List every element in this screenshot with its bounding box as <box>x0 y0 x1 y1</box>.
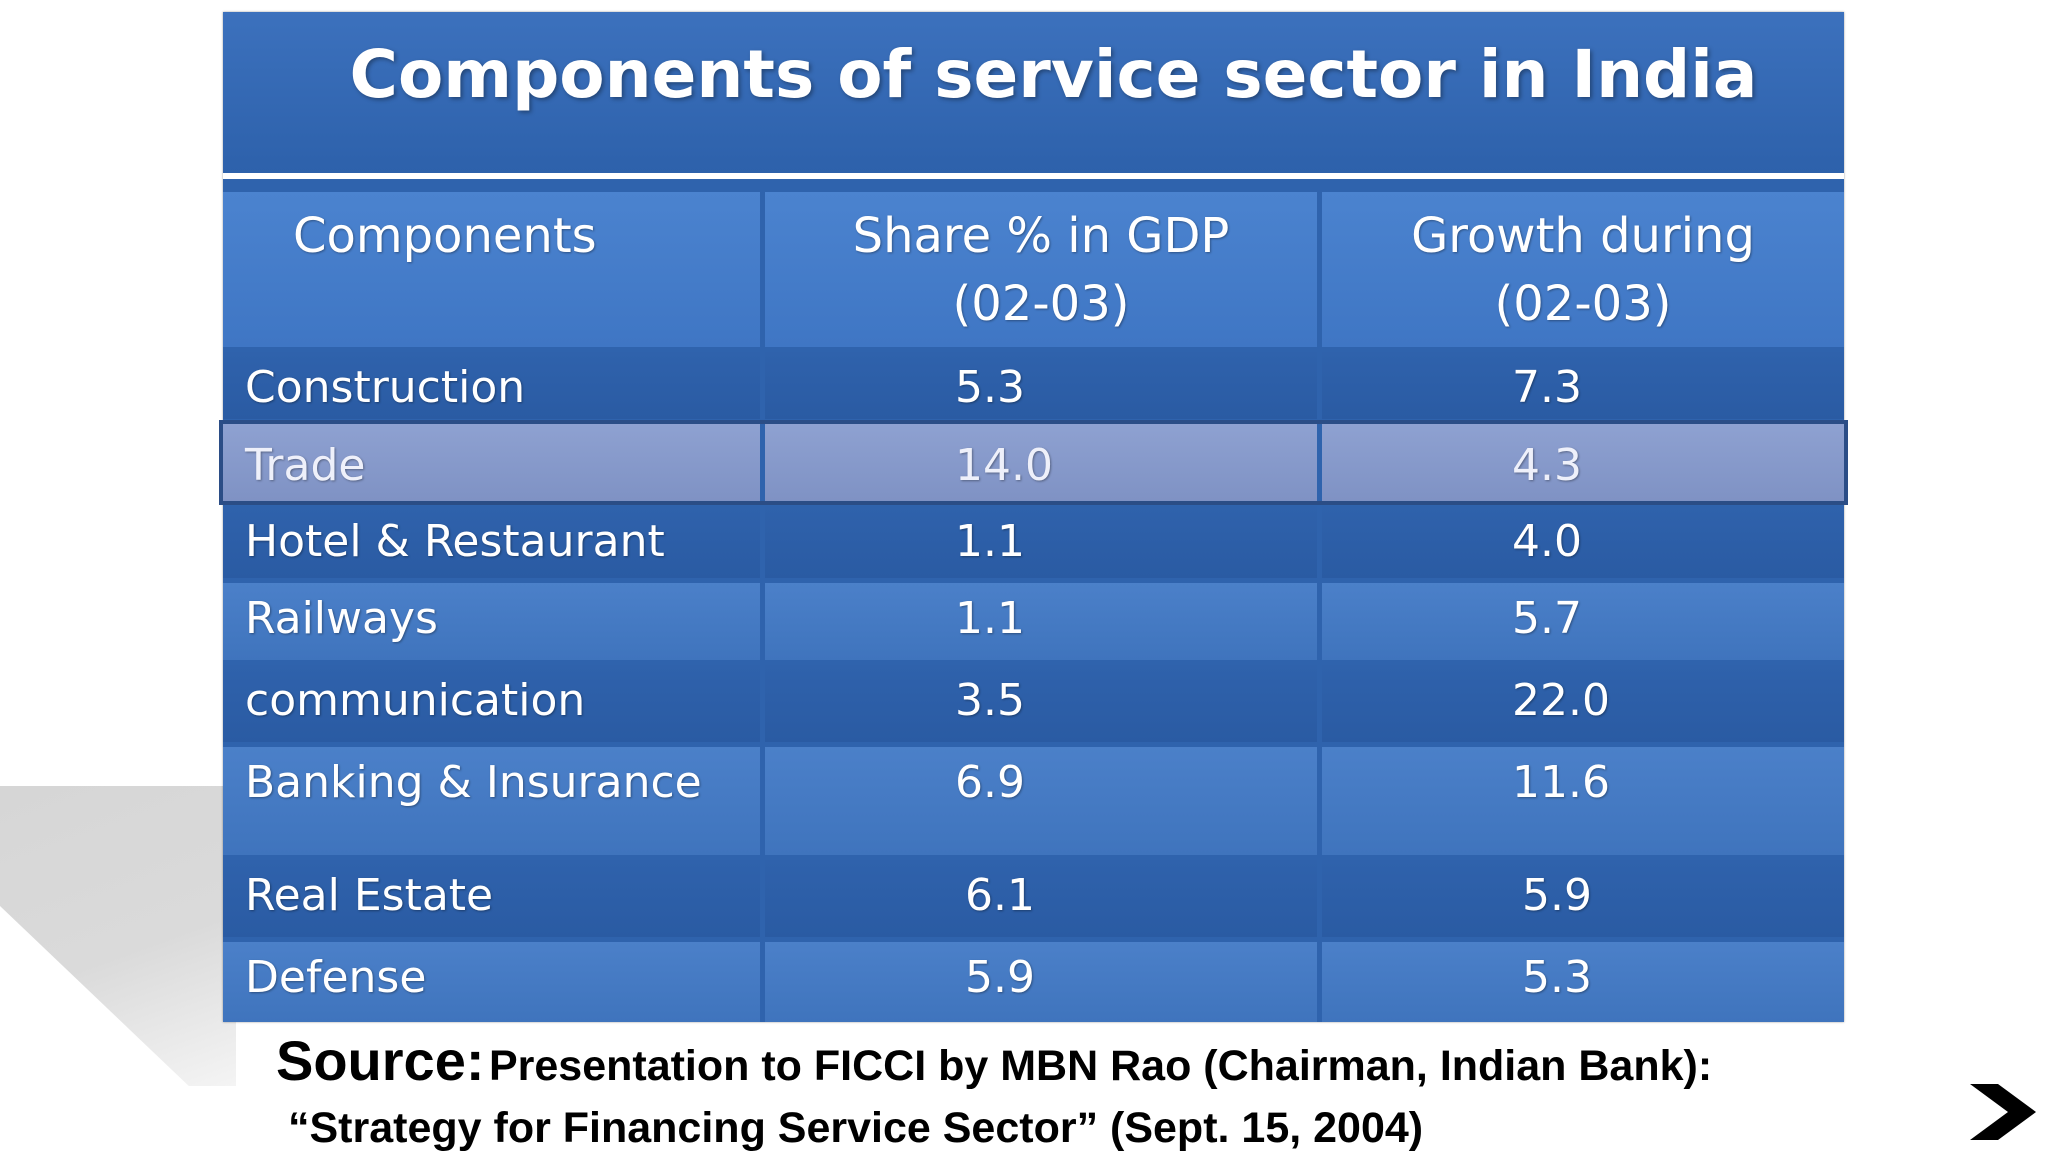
row-component: communication <box>223 665 760 742</box>
row-component: Railways <box>223 583 760 660</box>
row-component: Trade <box>223 424 760 501</box>
header-share: Share % in GDP (02-03) <box>765 192 1317 347</box>
table-row: Railways 1.1 5.7 <box>223 583 1844 660</box>
table-title: Components of service sector in India <box>223 12 1844 179</box>
table-row: Hotel & Restaurant 1.1 4.0 <box>223 506 1844 578</box>
table-row: Banking & Insurance 6.9 11.6 <box>223 747 1844 855</box>
row-component: Construction <box>223 352 760 419</box>
row-growth: 22.0 <box>1322 665 1844 742</box>
row-growth: 4.0 <box>1322 506 1844 578</box>
table-row-highlighted[interactable]: Trade 14.0 4.3 <box>219 420 1848 505</box>
row-share: 14.0 <box>765 424 1317 501</box>
row-growth: 5.7 <box>1322 583 1844 660</box>
table-row: Construction 5.3 7.3 <box>223 352 1844 419</box>
row-share: 1.1 <box>765 583 1317 660</box>
table-row: Real Estate 6.1 5.9 <box>223 860 1844 937</box>
row-growth: 5.9 <box>1322 860 1844 937</box>
source-line-1: Presentation to FICCI by MBN Rao (Chairm… <box>488 1042 1713 1090</box>
row-component: Defense <box>223 942 760 1022</box>
service-sector-table: Components of service sector in India Co… <box>219 12 1848 1022</box>
source-line-2: “Strategy for Financing Service Sector” … <box>288 1104 1424 1152</box>
row-share: 3.5 <box>765 665 1317 742</box>
table-row: communication 3.5 22.0 <box>223 665 1844 742</box>
source-citation: Source: Presentation to FICCI by MBN Rao… <box>276 1028 1712 1093</box>
row-share: 6.1 <box>765 860 1317 937</box>
source-label: Source: <box>276 1029 485 1092</box>
row-share: 1.1 <box>765 506 1317 578</box>
row-component: Real Estate <box>223 860 760 937</box>
row-share: 5.9 <box>765 942 1317 1022</box>
header-growth: Growth during (02-03) <box>1322 192 1844 347</box>
table-header-row: Components Share % in GDP (02-03) Growth… <box>223 192 1844 347</box>
row-growth: 4.3 <box>1322 424 1844 501</box>
row-growth: 7.3 <box>1322 352 1844 419</box>
table-row: Defense 5.9 5.3 <box>223 942 1844 1022</box>
row-growth: 5.3 <box>1322 942 1844 1022</box>
row-share: 6.9 <box>765 747 1317 855</box>
row-share: 5.3 <box>765 352 1317 419</box>
chevron-right-icon[interactable] <box>1968 1082 2038 1142</box>
row-component: Banking & Insurance <box>223 747 760 855</box>
row-component: Hotel & Restaurant <box>223 506 760 578</box>
slide-shadow <box>0 786 236 1086</box>
header-components: Components <box>223 192 760 347</box>
row-growth: 11.6 <box>1322 747 1844 855</box>
